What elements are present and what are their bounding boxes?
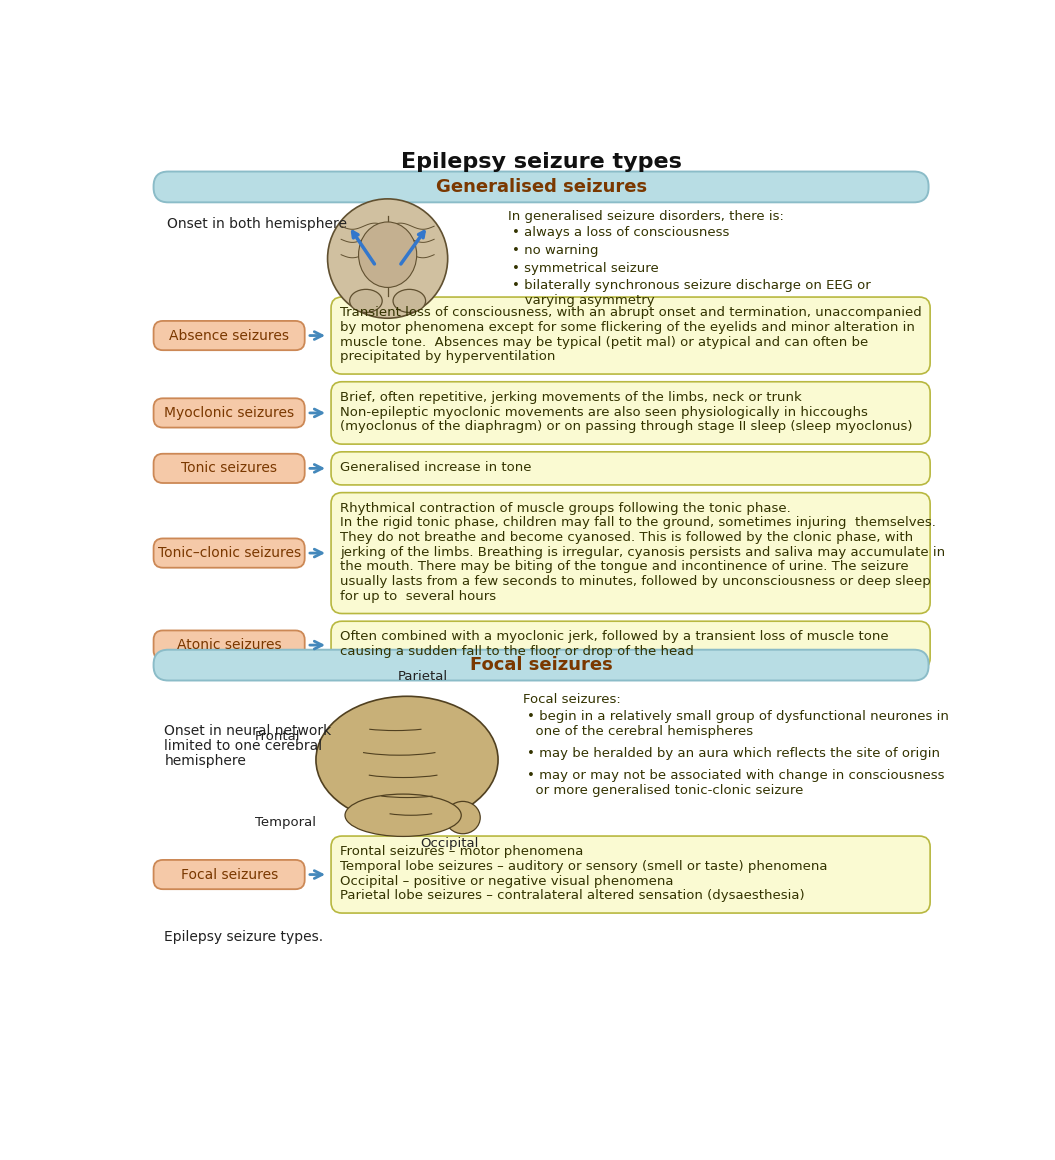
FancyBboxPatch shape	[331, 451, 931, 485]
Ellipse shape	[345, 795, 461, 836]
FancyBboxPatch shape	[331, 297, 931, 374]
FancyBboxPatch shape	[154, 630, 305, 660]
FancyBboxPatch shape	[154, 172, 928, 202]
Text: • may be heralded by an aura which reflects the site of origin: • may be heralded by an aura which refle…	[528, 747, 940, 760]
Text: for up to  several hours: for up to several hours	[341, 589, 497, 603]
Text: jerking of the limbs. Breathing is irregular, cyanosis persists and saliva may a: jerking of the limbs. Breathing is irreg…	[341, 545, 945, 559]
Text: hemisphere: hemisphere	[165, 754, 246, 768]
Text: by motor phenomena except for some flickering of the eyelids and minor alteratio: by motor phenomena except for some flick…	[341, 321, 916, 334]
Text: They do not breathe and become cyanosed. This is followed by the clonic phase, w: They do not breathe and become cyanosed.…	[341, 531, 914, 544]
Text: Onset in neural network: Onset in neural network	[165, 724, 331, 738]
FancyBboxPatch shape	[154, 860, 305, 890]
Text: Tonic–clonic seizures: Tonic–clonic seizures	[157, 546, 301, 560]
Text: Brief, often repetitive, jerking movements of the limbs, neck or trunk: Brief, often repetitive, jerking movemen…	[341, 391, 802, 404]
Ellipse shape	[445, 802, 480, 834]
Text: • bilaterally synchronous seizure discharge on EEG or
   varying asymmetry: • bilaterally synchronous seizure discha…	[512, 280, 870, 307]
Text: • symmetrical seizure: • symmetrical seizure	[512, 262, 658, 275]
Text: precipitated by hyperventilation: precipitated by hyperventilation	[341, 350, 556, 363]
Text: Absence seizures: Absence seizures	[169, 328, 289, 342]
Text: In the rigid tonic phase, children may fall to the ground, sometimes injuring  t: In the rigid tonic phase, children may f…	[341, 516, 936, 529]
Text: Epilepsy seizure types: Epilepsy seizure types	[401, 152, 682, 173]
FancyBboxPatch shape	[154, 538, 305, 567]
FancyBboxPatch shape	[154, 398, 305, 428]
FancyBboxPatch shape	[154, 650, 928, 681]
Text: Epilepsy seizure types.: Epilepsy seizure types.	[165, 930, 324, 944]
Text: Generalised increase in tone: Generalised increase in tone	[341, 461, 532, 474]
Ellipse shape	[327, 198, 447, 318]
Text: Occipital – positive or negative visual phenomena: Occipital – positive or negative visual …	[341, 875, 674, 887]
Text: Frontal seizures – motor phenomena: Frontal seizures – motor phenomena	[341, 846, 583, 858]
Text: Myoclonic seizures: Myoclonic seizures	[165, 406, 294, 420]
Text: Temporal lobe seizures – auditory or sensory (smell or taste) phenomena: Temporal lobe seizures – auditory or sen…	[341, 860, 828, 873]
Text: usually lasts from a few seconds to minutes, followed by unconsciousness or deep: usually lasts from a few seconds to minu…	[341, 575, 932, 588]
Text: causing a sudden fall to the floor or drop of the head: causing a sudden fall to the floor or dr…	[341, 645, 694, 658]
Text: Focal seizures:: Focal seizures:	[523, 693, 621, 705]
FancyBboxPatch shape	[331, 622, 931, 669]
Text: • may or may not be associated with change in consciousness
  or more generalise: • may or may not be associated with chan…	[528, 769, 944, 797]
Text: (myoclonus of the diaphragm) or on passing through stage II sleep (sleep myoclon: (myoclonus of the diaphragm) or on passi…	[341, 420, 913, 433]
Text: Focal seizures: Focal seizures	[180, 868, 277, 882]
Text: Atonic seizures: Atonic seizures	[177, 638, 282, 652]
Text: Parietal lobe seizures – contralateral altered sensation (dysaesthesia): Parietal lobe seizures – contralateral a…	[341, 890, 805, 902]
FancyBboxPatch shape	[331, 836, 931, 913]
Text: Temporal: Temporal	[254, 817, 315, 829]
Text: • begin in a relatively small group of dysfunctional neurones in
  one of the ce: • begin in a relatively small group of d…	[528, 710, 950, 738]
Text: Parietal: Parietal	[398, 669, 447, 683]
Text: limited to one cerebral: limited to one cerebral	[165, 739, 323, 753]
Text: • always a loss of consciousness: • always a loss of consciousness	[512, 226, 729, 239]
Text: Often combined with a myoclonic jerk, followed by a transient loss of muscle ton: Often combined with a myoclonic jerk, fo…	[341, 630, 889, 644]
Ellipse shape	[394, 289, 425, 312]
Ellipse shape	[349, 289, 382, 312]
FancyBboxPatch shape	[154, 454, 305, 483]
Text: Rhythmical contraction of muscle groups following the tonic phase.: Rhythmical contraction of muscle groups …	[341, 502, 791, 515]
Text: Occipital: Occipital	[421, 836, 479, 850]
Ellipse shape	[359, 222, 417, 288]
FancyBboxPatch shape	[331, 382, 931, 444]
Ellipse shape	[315, 696, 498, 824]
FancyBboxPatch shape	[331, 493, 931, 614]
Text: Transient loss of consciousness, with an abrupt onset and termination, unaccompa: Transient loss of consciousness, with an…	[341, 306, 922, 319]
Text: the mouth. There may be biting of the tongue and incontinence of urine. The seiz: the mouth. There may be biting of the to…	[341, 560, 909, 573]
Text: In generalised seizure disorders, there is:: In generalised seizure disorders, there …	[507, 210, 784, 223]
Text: • no warning: • no warning	[512, 244, 598, 256]
Text: Frontal: Frontal	[254, 731, 300, 744]
Text: muscle tone.  Absences may be typical (petit mal) or atypical and can often be: muscle tone. Absences may be typical (pe…	[341, 335, 868, 348]
Text: Non-epileptic myoclonic movements are also seen physiologically in hiccoughs: Non-epileptic myoclonic movements are al…	[341, 406, 868, 419]
Text: Onset in both hemisphere: Onset in both hemisphere	[167, 217, 347, 231]
FancyBboxPatch shape	[154, 321, 305, 350]
Text: Tonic seizures: Tonic seizures	[181, 462, 277, 476]
Text: Generalised seizures: Generalised seizures	[436, 177, 647, 196]
Text: Focal seizures: Focal seizures	[469, 657, 613, 674]
